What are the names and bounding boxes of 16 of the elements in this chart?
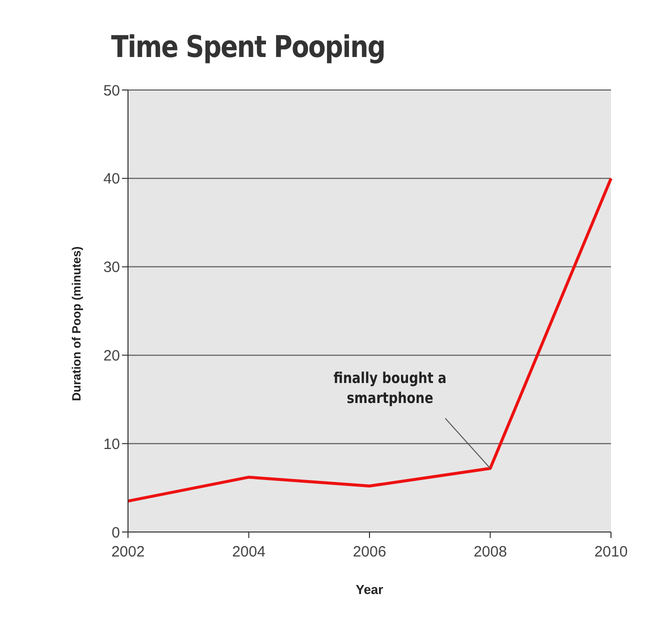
y-tick-label: 20 [103, 348, 120, 365]
chart-title: Time Spent Pooping [110, 29, 386, 67]
y-tick-label: 30 [103, 259, 120, 276]
x-tick-label: 2010 [594, 544, 628, 561]
x-axis-title: Year [356, 582, 384, 597]
x-tick-label: 2004 [232, 544, 266, 561]
annotation: finally bought a smartphone [332, 368, 448, 408]
y-tick-label: 0 [112, 524, 120, 542]
y-tick-label: 10 [103, 436, 120, 453]
y-axis-title: Duration of Poop (minutes) [69, 246, 84, 401]
x-tick-label: 2006 [352, 544, 386, 561]
x-tick-label: 2008 [474, 544, 507, 561]
x-tick-label: 2002 [111, 544, 145, 561]
y-tick-label: 40 [103, 170, 120, 188]
y-tick-label: 50 [103, 82, 120, 100]
line-series [126, 176, 612, 503]
